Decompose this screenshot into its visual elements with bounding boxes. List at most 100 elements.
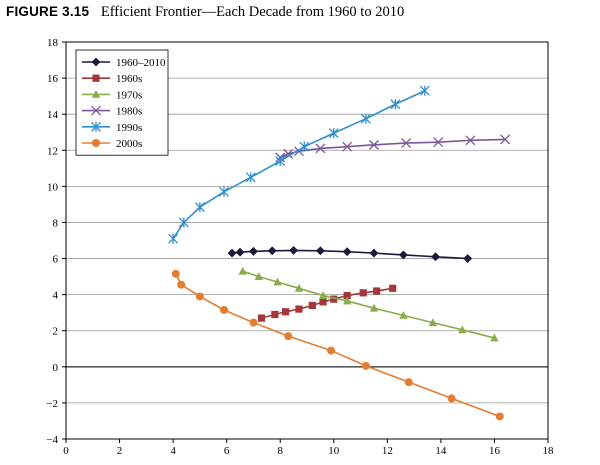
data-point bbox=[361, 361, 370, 370]
data-point bbox=[398, 250, 408, 260]
y-tick-label: 6 bbox=[53, 254, 59, 266]
legend-marker bbox=[91, 105, 101, 116]
data-point bbox=[235, 247, 245, 257]
data-point bbox=[360, 113, 371, 124]
legend-label: 1960–2010 bbox=[116, 57, 166, 69]
data-point bbox=[238, 266, 247, 275]
legend-marker bbox=[92, 139, 100, 147]
y-tick-label: 12 bbox=[47, 145, 58, 157]
data-point bbox=[330, 295, 338, 303]
data-point bbox=[500, 134, 511, 145]
data-point bbox=[428, 318, 438, 327]
data-point bbox=[368, 139, 379, 150]
y-tick-label: 14 bbox=[47, 109, 59, 121]
data-point bbox=[245, 172, 256, 183]
y-tick-label: 16 bbox=[47, 73, 59, 85]
data-point bbox=[373, 287, 381, 295]
legend-entry: 1960s bbox=[82, 73, 142, 85]
data-point bbox=[465, 135, 476, 146]
series-0 bbox=[227, 246, 473, 263]
plot-border bbox=[65, 41, 549, 440]
data-point bbox=[401, 138, 412, 149]
y-tick-label: −4 bbox=[46, 434, 58, 446]
series-5 bbox=[171, 269, 504, 421]
data-point bbox=[168, 233, 179, 244]
legend-entry: 1980s bbox=[82, 106, 142, 118]
figure-title: FIGURE 3.15 Efficient Frontier—Each Deca… bbox=[6, 4, 404, 21]
y-tick-label: 18 bbox=[47, 37, 59, 49]
data-point bbox=[342, 296, 352, 305]
series-line bbox=[172, 89, 426, 240]
x-tick-label: 2 bbox=[117, 445, 123, 457]
data-point bbox=[283, 148, 294, 159]
data-point bbox=[419, 85, 430, 96]
data-point bbox=[194, 202, 205, 213]
data-point bbox=[389, 284, 397, 292]
series-2 bbox=[238, 266, 499, 342]
series-4 bbox=[168, 85, 430, 244]
legend-label: 1980s bbox=[116, 106, 142, 118]
x-tick-label: 16 bbox=[489, 445, 501, 457]
x-tick-label: 8 bbox=[277, 445, 283, 457]
data-point bbox=[267, 246, 277, 256]
x-tick-label: 10 bbox=[328, 445, 340, 457]
data-point bbox=[219, 186, 229, 197]
data-point bbox=[404, 378, 413, 387]
legend-marker bbox=[91, 90, 101, 98]
series-3 bbox=[275, 134, 511, 163]
data-point bbox=[342, 247, 352, 257]
data-point bbox=[227, 248, 237, 258]
data-point bbox=[299, 141, 310, 152]
y-tick-label: 2 bbox=[53, 326, 59, 338]
data-point bbox=[275, 156, 286, 167]
data-point bbox=[458, 325, 467, 334]
legend-marker bbox=[91, 121, 101, 132]
y-tick-label: 8 bbox=[53, 217, 59, 229]
data-point bbox=[249, 318, 258, 327]
data-point bbox=[171, 269, 180, 278]
y-tick-label: 4 bbox=[53, 290, 59, 302]
legend-entry: 1960–2010 bbox=[82, 57, 166, 69]
data-point bbox=[463, 254, 473, 263]
x-tick-label: 12 bbox=[382, 445, 393, 457]
data-point bbox=[369, 303, 379, 312]
data-point bbox=[369, 248, 379, 258]
data-point bbox=[177, 280, 186, 289]
x-tick-label: 14 bbox=[435, 445, 447, 457]
y-tick-label: 10 bbox=[47, 181, 59, 193]
x-tick-label: 18 bbox=[543, 445, 555, 457]
y-tick-label: −2 bbox=[46, 398, 58, 410]
data-point bbox=[327, 346, 336, 355]
data-point bbox=[447, 394, 456, 403]
data-point bbox=[295, 305, 303, 313]
axes-layer: −4 −2 0 2 4 6 8 10 12 14 16 18 0 2 4 6 8 10 12 14 16 18 bbox=[46, 37, 554, 457]
x-tick-label: 0 bbox=[63, 445, 69, 457]
data-point bbox=[328, 128, 339, 139]
data-point bbox=[254, 272, 263, 280]
data-point bbox=[315, 143, 326, 154]
data-point bbox=[257, 314, 266, 322]
data-point bbox=[308, 301, 316, 310]
x-tick-label: 4 bbox=[170, 445, 176, 457]
data-point bbox=[249, 246, 258, 256]
legend-label: 1970s bbox=[116, 89, 142, 101]
data-point bbox=[390, 99, 401, 110]
legend-label: 1960s bbox=[116, 73, 142, 85]
x-tick-label: 6 bbox=[224, 445, 230, 457]
data-point bbox=[342, 141, 353, 152]
series-line bbox=[242, 270, 495, 339]
legend-entry: 1970s bbox=[82, 89, 142, 101]
data-point bbox=[431, 252, 440, 262]
data-point bbox=[219, 305, 228, 314]
data-point bbox=[359, 289, 367, 297]
data-point bbox=[399, 310, 408, 319]
legend: 1960–2010 1960s 1970s 1980s 1990s 2000s bbox=[75, 49, 169, 156]
series-1 bbox=[257, 284, 397, 322]
data-point bbox=[495, 412, 504, 421]
data-point bbox=[289, 246, 299, 255]
data-point bbox=[343, 291, 351, 300]
legend-entry: 1990s bbox=[82, 121, 142, 134]
data-point bbox=[271, 310, 279, 319]
figure-caption: Efficient Frontier—Each Decade from 1960… bbox=[100, 4, 405, 20]
